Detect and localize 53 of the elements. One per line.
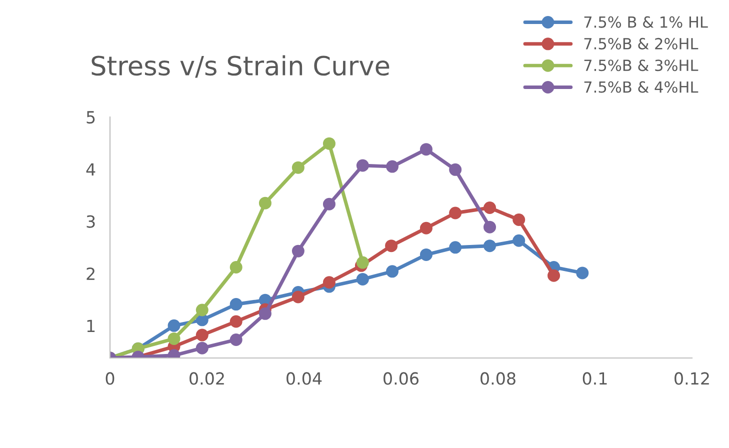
legend-label: 7.5% B & 1% HL	[584, 16, 708, 28]
point	[292, 290, 304, 304]
point	[168, 319, 180, 332]
point	[420, 248, 432, 261]
point	[168, 332, 180, 345]
legend-label: 7.5%B & 4%HL	[584, 81, 698, 93]
point	[258, 307, 272, 320]
point	[322, 276, 336, 289]
x-tick-label: 0.04	[286, 372, 322, 385]
point	[292, 161, 304, 174]
x-tick-label: 0.12	[674, 372, 709, 385]
point	[449, 206, 462, 220]
point	[230, 260, 242, 274]
point	[512, 214, 526, 226]
point	[230, 298, 242, 311]
point	[449, 163, 462, 176]
point	[356, 272, 369, 286]
y-tick-label: 3	[86, 215, 95, 228]
point	[196, 328, 208, 342]
x-tick-label: 0.08	[480, 372, 516, 385]
point	[548, 269, 560, 282]
x-tick-label: 0	[106, 372, 114, 385]
point	[512, 234, 526, 247]
legend-label: 7.5%B & 2%HL	[584, 38, 698, 50]
point	[386, 265, 399, 278]
point	[322, 198, 336, 210]
point	[292, 244, 304, 258]
point	[230, 333, 242, 346]
point	[356, 256, 369, 269]
y-tick-label: 5	[86, 111, 95, 124]
y-tick-label: 4	[86, 163, 96, 176]
point	[258, 196, 272, 210]
point	[385, 240, 398, 252]
point	[484, 240, 496, 252]
y-tick-label: 1	[87, 320, 95, 332]
point	[356, 159, 369, 172]
point	[322, 137, 336, 150]
point	[449, 241, 462, 254]
x-tick-label: 0.06	[384, 372, 419, 385]
point	[196, 304, 208, 316]
point	[386, 160, 399, 173]
point	[484, 202, 496, 214]
point	[420, 143, 432, 156]
legend-label: 7.5%B & 3%HL	[584, 60, 698, 72]
point	[196, 342, 208, 354]
point	[576, 266, 589, 280]
x-tick-label: 0.1	[582, 372, 607, 385]
point	[484, 220, 496, 234]
point	[420, 222, 432, 234]
chart-title: Stress v/s Strain Curve	[92, 55, 390, 78]
point	[230, 315, 242, 328]
y-tick-label: 2	[86, 267, 94, 280]
x-tick-label: 0.02	[190, 372, 224, 385]
